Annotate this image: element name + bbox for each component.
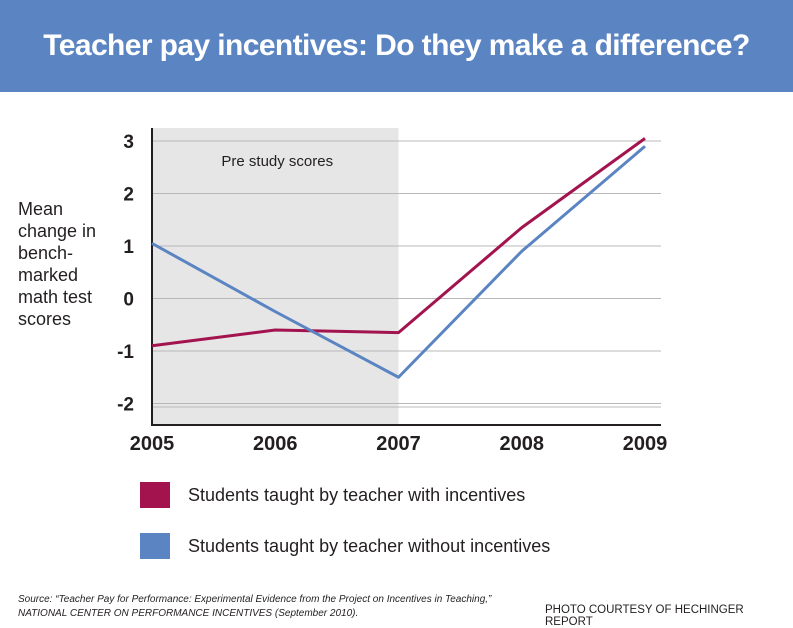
y-tick-label: 2 (123, 185, 134, 206)
y-axis-label-line: bench- (18, 243, 74, 263)
legend-item-incentives: Students taught by teacher with incentiv… (140, 482, 525, 508)
y-tick-label: -1 (117, 342, 134, 363)
y-tick-label: 3 (123, 132, 134, 153)
y-axis-label-line: Mean (18, 199, 64, 219)
y-axis-label-line: marked (18, 265, 79, 285)
x-tick-label: 2005 (130, 433, 175, 455)
y-axis-label-line: scores (18, 309, 72, 329)
photo-credit: PHOTO COURTESY OF HECHINGER REPORT (545, 604, 744, 628)
pre-study-label: Pre study scores (221, 153, 333, 170)
legend-item-no-incentives: Students taught by teacher without incen… (140, 533, 550, 559)
x-tick-label: 2009 (623, 433, 668, 455)
line-chart: Pre study scores 3 2 1 0 -1 -2 2005 2006 2007 2008… (117, 128, 668, 455)
source-line: NATIONAL CENTER ON PERFORMANCE INCENTIVE… (18, 608, 359, 619)
legend-swatch-no-incentives (140, 533, 170, 559)
y-axis-label-line: change in (18, 221, 97, 241)
legend-label-incentives: Students taught by teacher with incentiv… (188, 484, 526, 505)
y-tick-label: 1 (123, 237, 134, 258)
pre-study-region (152, 128, 399, 425)
y-axis-label-line: math test (18, 287, 93, 307)
y-axis-label: Mean change in bench- marked math test s… (18, 198, 128, 330)
source-note: Source: “Teacher Pay for Performance: Ex… (18, 593, 548, 621)
page-title: Teacher pay incentives: Do they make a d… (43, 29, 750, 62)
x-tick-label: 2008 (500, 433, 545, 455)
legend-label-no-incentives: Students taught by teacher without incen… (188, 535, 551, 556)
series-line-no-incentives (151, 145, 646, 379)
y-tick-label: -2 (117, 395, 134, 416)
title-banner: Teacher pay incentives: Do they make a d… (0, 0, 793, 92)
y-tick-label: 0 (123, 290, 134, 311)
series-line-incentives (151, 137, 646, 348)
x-tick-label: 2007 (376, 433, 421, 455)
source-line: Source: “Teacher Pay for Performance: Ex… (18, 594, 492, 605)
x-tick-label: 2006 (253, 433, 298, 455)
legend-swatch-incentives (140, 482, 170, 508)
